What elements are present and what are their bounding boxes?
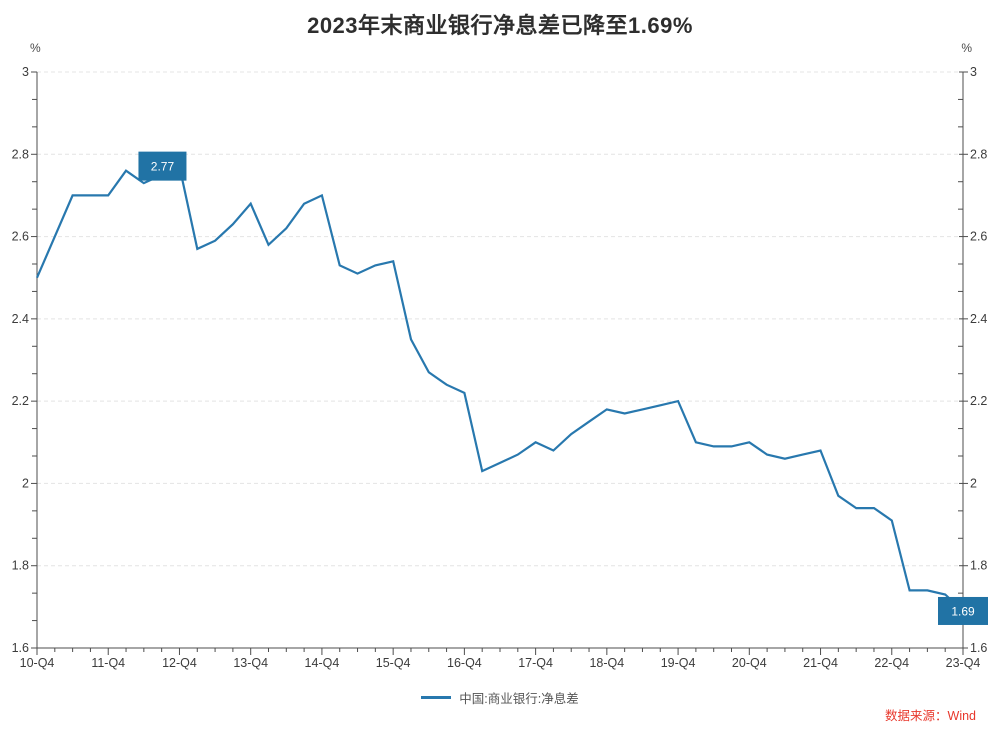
legend-series-label: 中国:商业银行:净息差 xyxy=(459,691,579,706)
y-tick-label-left: 2.6 xyxy=(12,230,29,244)
data-label: 2.77 xyxy=(138,151,187,181)
x-tick-label: 19-Q4 xyxy=(661,656,696,670)
y-tick-label-right: 2.2 xyxy=(970,394,987,408)
y-tick-label-right: 2.6 xyxy=(970,230,987,244)
y-tick-label-right: 1.8 xyxy=(970,559,987,573)
y-tick-label-left: 3 xyxy=(22,65,29,79)
chart-title: 2023年末商业银行净息差已降至1.69% xyxy=(307,13,693,38)
y-tick-label-right: 1.6 xyxy=(970,641,987,655)
y-axis-ticks: 3 3 2.8 2.8 2.6 2.6 2.4 2.4 2.2 2.2 2 2 1.8 1.8 1.6 1.6 xyxy=(12,65,988,655)
data-source-label: 数据来源：Wind xyxy=(885,709,976,723)
data-label-text: 2.77 xyxy=(151,160,175,174)
y-axis-unit-left: % xyxy=(30,41,41,55)
x-tick-label: 14-Q4 xyxy=(305,656,340,670)
x-tick-label: 15-Q4 xyxy=(376,656,411,670)
y-axis-unit-right: % xyxy=(961,41,972,55)
y-tick-label-right: 2.8 xyxy=(970,147,987,161)
x-tick-label: 23-Q4 xyxy=(946,656,981,670)
x-axis-ticks: 10-Q4 11-Q4 12-Q4 13-Q4 14-Q4 15-Q4 16-Q4 17-Q4… xyxy=(20,648,981,670)
data-label-text: 1.69 xyxy=(951,604,975,618)
legend-line-marker xyxy=(421,695,452,699)
y-tick-label-right: 3 xyxy=(970,65,977,79)
x-tick-label: 11-Q4 xyxy=(91,656,125,670)
x-tick-label: 20-Q4 xyxy=(732,656,767,670)
x-tick-label: 18-Q4 xyxy=(589,656,624,670)
x-tick-label: 22-Q4 xyxy=(874,656,909,670)
y-tick-label-left: 2.8 xyxy=(12,147,29,161)
x-tick-label: 17-Q4 xyxy=(518,656,553,670)
y-tick-label-left: 1.8 xyxy=(12,559,29,573)
y-tick-label-left: 1.6 xyxy=(12,641,29,655)
y-tick-label-left: 2.4 xyxy=(12,312,29,326)
y-tick-label-right: 2 xyxy=(970,476,977,490)
data-label: 1.69 xyxy=(938,596,988,625)
x-tick-label: 13-Q4 xyxy=(233,656,268,670)
y-tick-label-left: 2 xyxy=(22,476,29,490)
x-tick-label: 10-Q4 xyxy=(20,656,55,670)
series-line xyxy=(35,165,964,612)
x-tick-label: 16-Q4 xyxy=(447,656,482,670)
x-tick-label: 12-Q4 xyxy=(162,656,197,670)
gridlines xyxy=(37,71,963,567)
legend: 中国:商业银行:净息差 xyxy=(0,688,1000,706)
y-tick-label-right: 2.4 xyxy=(970,312,987,326)
y-tick-label-left: 2.2 xyxy=(12,394,29,408)
x-tick-label: 21-Q4 xyxy=(803,656,838,670)
